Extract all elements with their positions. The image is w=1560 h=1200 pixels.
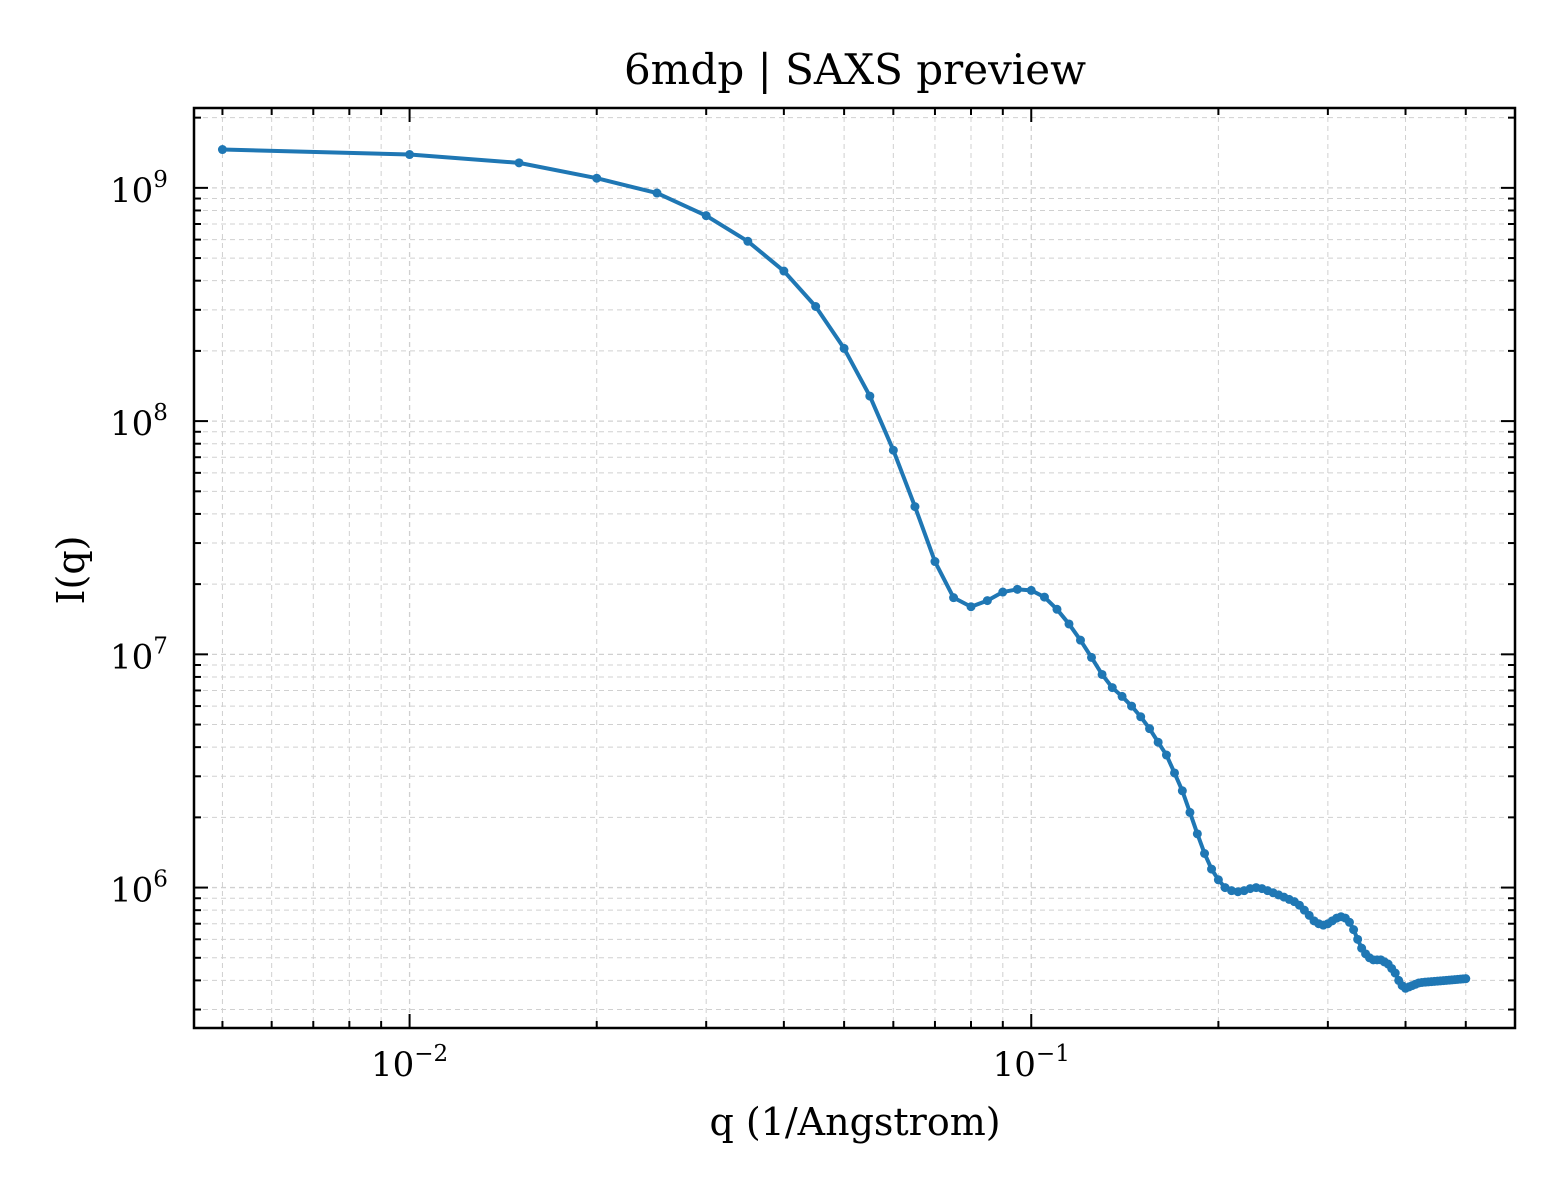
x-axis-label: q (1/Angstrom) [709,1100,1000,1144]
data-point [405,150,415,160]
x-tick-label: 10−2 [371,1041,448,1085]
data-point [1207,864,1217,874]
data-point [743,236,753,246]
data-point [1200,848,1210,858]
data-point [888,445,898,455]
x-tick-label: 10−1 [993,1041,1070,1085]
chart-title: 6mdp | SAXS preview [624,45,1086,94]
data-point [1353,934,1363,944]
data-point [1153,737,1163,747]
y-tick-label: 106 [110,867,168,911]
data-point [1390,968,1400,978]
y-tick-label: 108 [110,400,168,444]
data-point [779,266,789,276]
tick-labels: 10−2 10−1 106 107 108 109 [110,167,1070,1085]
data-point [865,391,875,401]
data-point [217,145,227,155]
data-point [1026,585,1036,595]
data-point [1086,652,1096,662]
data-point [1127,701,1137,711]
data-point [1052,604,1062,614]
data-point [930,557,940,567]
data-point [1192,829,1202,839]
y-axis-label: I(q) [49,536,93,605]
data-point [1117,691,1127,701]
data-series [217,145,1471,993]
data-point [1075,635,1085,645]
data-point [1145,724,1155,734]
data-point [1064,619,1074,629]
data-point [1012,584,1022,594]
data-point [982,596,992,606]
data-point [701,211,711,221]
data-point [910,502,920,512]
data-point [1177,786,1187,796]
data-point [949,593,959,603]
data-point [1344,917,1354,927]
data-point [1185,807,1195,817]
data-point [966,602,976,612]
data-point [1170,768,1180,778]
data-point [592,173,602,183]
y-tick-label: 109 [110,167,168,211]
data-point [1161,750,1171,760]
y-tick-label: 107 [110,633,168,677]
data-point [1107,683,1117,693]
data-point [1213,875,1223,885]
grid [194,108,1515,1028]
plot-frame [192,106,1517,1030]
data-point [811,301,821,311]
data-point [998,587,1008,597]
data-point [652,188,662,198]
data-point [1349,925,1359,935]
data-point [1039,592,1049,602]
data-point [1136,712,1146,722]
data-point [1097,669,1107,679]
data-point [839,343,849,353]
data-point [514,158,524,168]
data-point [1461,974,1471,984]
